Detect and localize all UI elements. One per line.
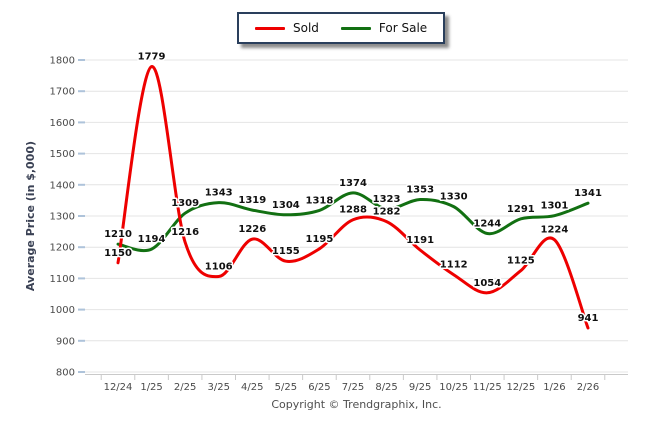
data-label: 1125 xyxy=(507,256,535,267)
y-axis-title: Average Price (in $,000) xyxy=(24,141,37,291)
data-label: 1106 xyxy=(205,262,233,273)
data-label: 1341 xyxy=(574,188,602,199)
x-tick-label: 9/25 xyxy=(409,382,431,393)
data-label: 1291 xyxy=(507,204,535,215)
data-label: 1224 xyxy=(541,225,569,236)
y-tick-label: 900 xyxy=(56,336,75,347)
data-label: 1282 xyxy=(373,207,401,218)
y-tick-label: 1700 xyxy=(50,87,75,98)
y-tick-label: 1600 xyxy=(50,118,75,129)
legend-item-for-sale: For Sale xyxy=(340,21,428,35)
x-tick-label: 12/24 xyxy=(104,382,133,393)
data-label: 1343 xyxy=(205,188,233,199)
y-tick-label: 1100 xyxy=(50,274,75,285)
y-tick-label: 1400 xyxy=(50,180,75,191)
chart-legend: Sold For Sale xyxy=(237,12,446,44)
copyright-text: Copyright © Trendgraphix, Inc. xyxy=(271,398,442,411)
data-label: 1194 xyxy=(138,234,166,245)
y-tick-label: 1800 xyxy=(50,56,75,67)
data-label: 1304 xyxy=(272,200,300,211)
data-label: 1155 xyxy=(272,246,300,257)
x-tick-label: 10/25 xyxy=(439,382,468,393)
x-tick-label: 8/25 xyxy=(375,382,397,393)
data-label: 1244 xyxy=(473,218,501,229)
x-tick-label: 4/25 xyxy=(241,382,263,393)
x-tick-label: 2/26 xyxy=(577,382,599,393)
x-tick-label: 1/25 xyxy=(140,382,162,393)
y-tick-label: 1300 xyxy=(50,212,75,223)
data-label: 1319 xyxy=(238,195,266,206)
x-tick-label: 2/25 xyxy=(174,382,196,393)
x-tick-label: 11/25 xyxy=(473,382,502,393)
data-label: 1318 xyxy=(306,195,334,206)
legend-label-sold: Sold xyxy=(293,21,319,35)
x-tick-label: 6/25 xyxy=(308,382,330,393)
data-label: 1191 xyxy=(406,235,434,246)
legend-label-for-sale: For Sale xyxy=(378,21,428,35)
data-label: 1226 xyxy=(238,224,266,235)
sold-line-swatch xyxy=(255,26,285,30)
for-sale-line xyxy=(116,191,590,253)
data-label: 1195 xyxy=(306,234,334,245)
x-tick-label: 3/25 xyxy=(207,382,229,393)
data-label: 1301 xyxy=(541,201,569,212)
data-label: 1288 xyxy=(339,205,367,216)
for-sale-line-swatch xyxy=(340,26,371,30)
sold-line xyxy=(116,65,590,330)
data-label: 1112 xyxy=(440,260,468,271)
x-tick-label: 5/25 xyxy=(275,382,297,393)
y-tick-label: 1500 xyxy=(50,149,75,160)
x-axis: 12/24 1/25 2/25 3/25 4/25 5/25 6/25 7/25 8/25 9/2… xyxy=(85,374,628,393)
data-label: 1779 xyxy=(138,52,166,63)
x-tick-label: 7/25 xyxy=(342,382,364,393)
data-label: 1150 xyxy=(104,248,132,259)
y-tick-label: 800 xyxy=(56,368,75,379)
data-label: 1210 xyxy=(104,229,132,240)
data-label: 941 xyxy=(578,313,599,324)
x-tick-label: 1/26 xyxy=(543,382,565,393)
data-label: 1216 xyxy=(171,227,199,238)
data-label: 1330 xyxy=(440,192,468,203)
data-label: 1323 xyxy=(373,194,401,205)
y-tick-label: 1000 xyxy=(50,305,75,316)
data-label: 1309 xyxy=(171,198,199,209)
x-tick-label: 12/25 xyxy=(506,382,535,393)
y-tick-label: 1200 xyxy=(50,243,75,254)
data-label: 1353 xyxy=(406,184,434,195)
data-label: 1374 xyxy=(339,178,367,189)
sold-data-labels: 1150 1779 1216 1106 1226 1155 1195 1288 1282 1191… xyxy=(103,50,600,325)
for-sale-data-labels: 1210 1194 1309 1343 1319 1304 1318 1374 1323 1353… xyxy=(103,176,604,246)
legend-item-sold: Sold xyxy=(255,22,319,34)
data-label: 1054 xyxy=(473,278,501,289)
